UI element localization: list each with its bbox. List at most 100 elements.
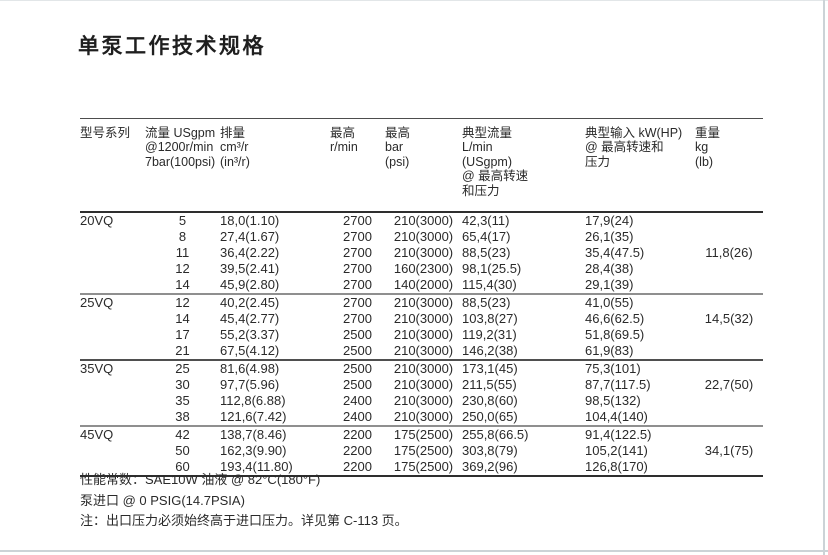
value-cell: 29,1(39): [585, 277, 634, 292]
value-cell: 97,7(5.96): [220, 377, 280, 392]
value-cell: 255,8(66.5): [462, 427, 529, 442]
weight-cell: 11,8(26): [705, 245, 753, 260]
value-cell: 210(3000): [393, 343, 454, 358]
value-cell: 2500: [343, 343, 372, 358]
section-20VQ: 20VQ 5 18,0(1.10) 2700 210(3000) 42,3(11) 17,9…: [80, 212, 763, 294]
value-cell: 210(3000): [393, 327, 454, 342]
value-cell: 103,8(27): [462, 311, 518, 326]
value-cell: 87,7(117.5): [585, 377, 651, 392]
col-header-typical-input: 典型输入 kW(HP) @ 最高转速和 压力: [585, 126, 683, 169]
value-cell: 115,4(30): [462, 277, 517, 292]
page-edge-top: [0, 0, 828, 1]
value-cell: 98,1(25.5): [462, 261, 522, 276]
table-row: 38 121,6(7.42) 2400 210(3000) 250,0(65) 104,4…: [80, 409, 763, 426]
value-cell: 81,6(4.98): [220, 361, 280, 376]
table-row: 17 55,2(3.37) 2500 210(3000) 119,2(31) 51,8(6…: [80, 327, 763, 343]
value-cell: 91,4(122.5): [585, 427, 652, 442]
value-cell: 30: [175, 377, 190, 392]
value-cell: 28,4(38): [585, 261, 634, 276]
value-cell: 2700: [343, 311, 372, 326]
value-cell: 210(3000): [393, 409, 454, 424]
value-cell: 61,9(83): [585, 343, 634, 358]
model-cell: 35VQ: [80, 361, 114, 376]
value-cell: 46,6(62.5): [585, 311, 645, 326]
table-row: 12 39,5(2.41) 2700 160(2300) 98,1(25.5) 28,4(…: [80, 261, 763, 277]
note-outlet-pressure: 注：出口压力必须始终高于进口压力。详见第 C-113 页。: [80, 513, 408, 528]
note-pump-inlet: 泵进口 @ 0 PSIG(14.7PSIA): [80, 492, 245, 508]
page-title: 单泵工作技术规格: [78, 35, 266, 58]
value-cell: 140(2000): [393, 277, 454, 292]
value-cell: 210(3000): [393, 377, 454, 392]
value-cell: 121,6(7.42): [220, 409, 287, 424]
value-cell: 38: [175, 409, 190, 424]
value-cell: 175(2500): [393, 459, 454, 474]
value-cell: 2700: [343, 277, 372, 292]
col-header-model: 型号系列: [80, 126, 131, 140]
value-cell: 2400: [343, 409, 372, 424]
value-cell: 5: [178, 213, 187, 228]
value-cell: 36,4(2.22): [220, 245, 280, 260]
value-cell: 8: [178, 229, 187, 244]
value-cell: 210(3000): [393, 311, 454, 326]
value-cell: 35,4(47.5): [585, 245, 645, 260]
note-performance-constants: 性能常数：SAE10W 油液 @ 82°C(180°F): [80, 472, 321, 487]
value-cell: 210(3000): [393, 213, 454, 228]
col-header-flow: 流量 USgpm @1200r/min 7bar(100psi): [145, 126, 216, 169]
value-cell: 2500: [343, 327, 372, 342]
table-row: 25VQ 12 40,2(2.45) 2700 210(3000) 88,5(23) 41,…: [80, 294, 763, 326]
model-cell: 25VQ: [80, 295, 114, 310]
weight-cell: 14,5(32): [704, 311, 754, 326]
value-cell: 210(3000): [393, 393, 454, 408]
model-cell: 20VQ: [80, 213, 114, 228]
value-cell: 12: [175, 261, 190, 276]
value-cell: 2700: [343, 261, 372, 276]
value-cell: 45,9(2.80): [220, 277, 280, 292]
table-row: 14 45,4(2.77) 2700 210(3000) 103,8(27) 46,6(6…: [80, 311, 763, 327]
col-header-displacement: 排量 cm³/r (in³/r): [220, 126, 250, 169]
value-cell: 210(3000): [393, 229, 454, 244]
value-cell: 112,8(6.88): [220, 393, 286, 408]
value-cell: 18,0(1.10): [220, 213, 280, 228]
table-header: 型号系列 流量 USgpm @1200r/min 7bar(100psi) 排量 cm³/…: [80, 119, 763, 212]
spec-table: 型号系列 流量 USgpm @1200r/min 7bar(100psi) 排量 cm³/…: [80, 118, 763, 477]
value-cell: 138,7(8.46): [220, 427, 287, 442]
page-edge-right: [823, 0, 825, 555]
value-cell: 55,2(3.37): [220, 327, 280, 342]
weight-cell: 22,7(50): [704, 377, 754, 392]
section-45VQ: 45VQ 42 138,7(8.46) 2200 175(2500) 255,8(66.5…: [80, 426, 763, 476]
value-cell: 146,2(38): [462, 343, 518, 358]
weight-cell: 34,1(75): [704, 443, 754, 458]
value-cell: 175(2500): [393, 427, 454, 442]
value-cell: 2700: [343, 295, 372, 310]
col-header-max-speed: 最高 r/min: [330, 126, 358, 155]
col-header-max-pressure: 最高 bar (psi): [385, 126, 411, 169]
table-row: 8 27,4(1.67) 2700 210(3000) 65,4(17) 26,1(35): [80, 229, 763, 245]
value-cell: 173,1(45): [462, 361, 518, 376]
value-cell: 2700: [343, 213, 372, 228]
footer-notes: 性能常数：SAE10W 油液 @ 82°C(180°F) 泵进口 @ 0 PSI…: [80, 470, 408, 532]
table-row: 50 162,3(9.90) 2200 175(2500) 303,8(79) 105,2…: [80, 443, 763, 459]
value-cell: 126,8(170): [585, 459, 648, 474]
value-cell: 160(2300): [393, 261, 454, 276]
table-row: 11 36,4(2.22) 2700 210(3000) 88,5(23) 35,4(47…: [80, 245, 763, 261]
table-row: 30 97,7(5.96) 2500 210(3000) 211,5(55) 87,7(1…: [80, 377, 763, 393]
value-cell: 193,4(11.80): [220, 459, 293, 474]
value-cell: 303,8(79): [462, 443, 518, 458]
value-cell: 14: [175, 277, 190, 292]
section-35VQ: 35VQ 25 81,6(4.98) 2500 210(3000) 173,1(45) 75…: [80, 360, 763, 426]
model-cell: 45VQ: [80, 427, 114, 442]
value-cell: 35: [175, 393, 190, 408]
value-cell: 250,0(65): [462, 409, 518, 424]
table-row: 14 45,9(2.80) 2700 140(2000) 115,4(30) 29,1(3…: [80, 277, 763, 294]
table-row: 21 67,5(4.12) 2500 210(3000) 146,2(38) 61,9(8…: [80, 343, 763, 360]
table-row: 35VQ 25 81,6(4.98) 2500 210(3000) 173,1(45) 75…: [80, 360, 763, 392]
value-cell: 17: [175, 327, 190, 342]
value-cell: 2200: [343, 443, 372, 458]
value-cell: 175(2500): [393, 443, 454, 458]
table-row: 20VQ 5 18,0(1.10) 2700 210(3000) 42,3(11) 17,9…: [80, 212, 763, 260]
value-cell: 42: [175, 427, 190, 442]
table-row: 35 112,8(6.88) 2400 210(3000) 230,8(60) 98,5(…: [80, 393, 763, 409]
value-cell: 2200: [343, 427, 372, 442]
value-cell: 41,0(55): [585, 295, 634, 310]
